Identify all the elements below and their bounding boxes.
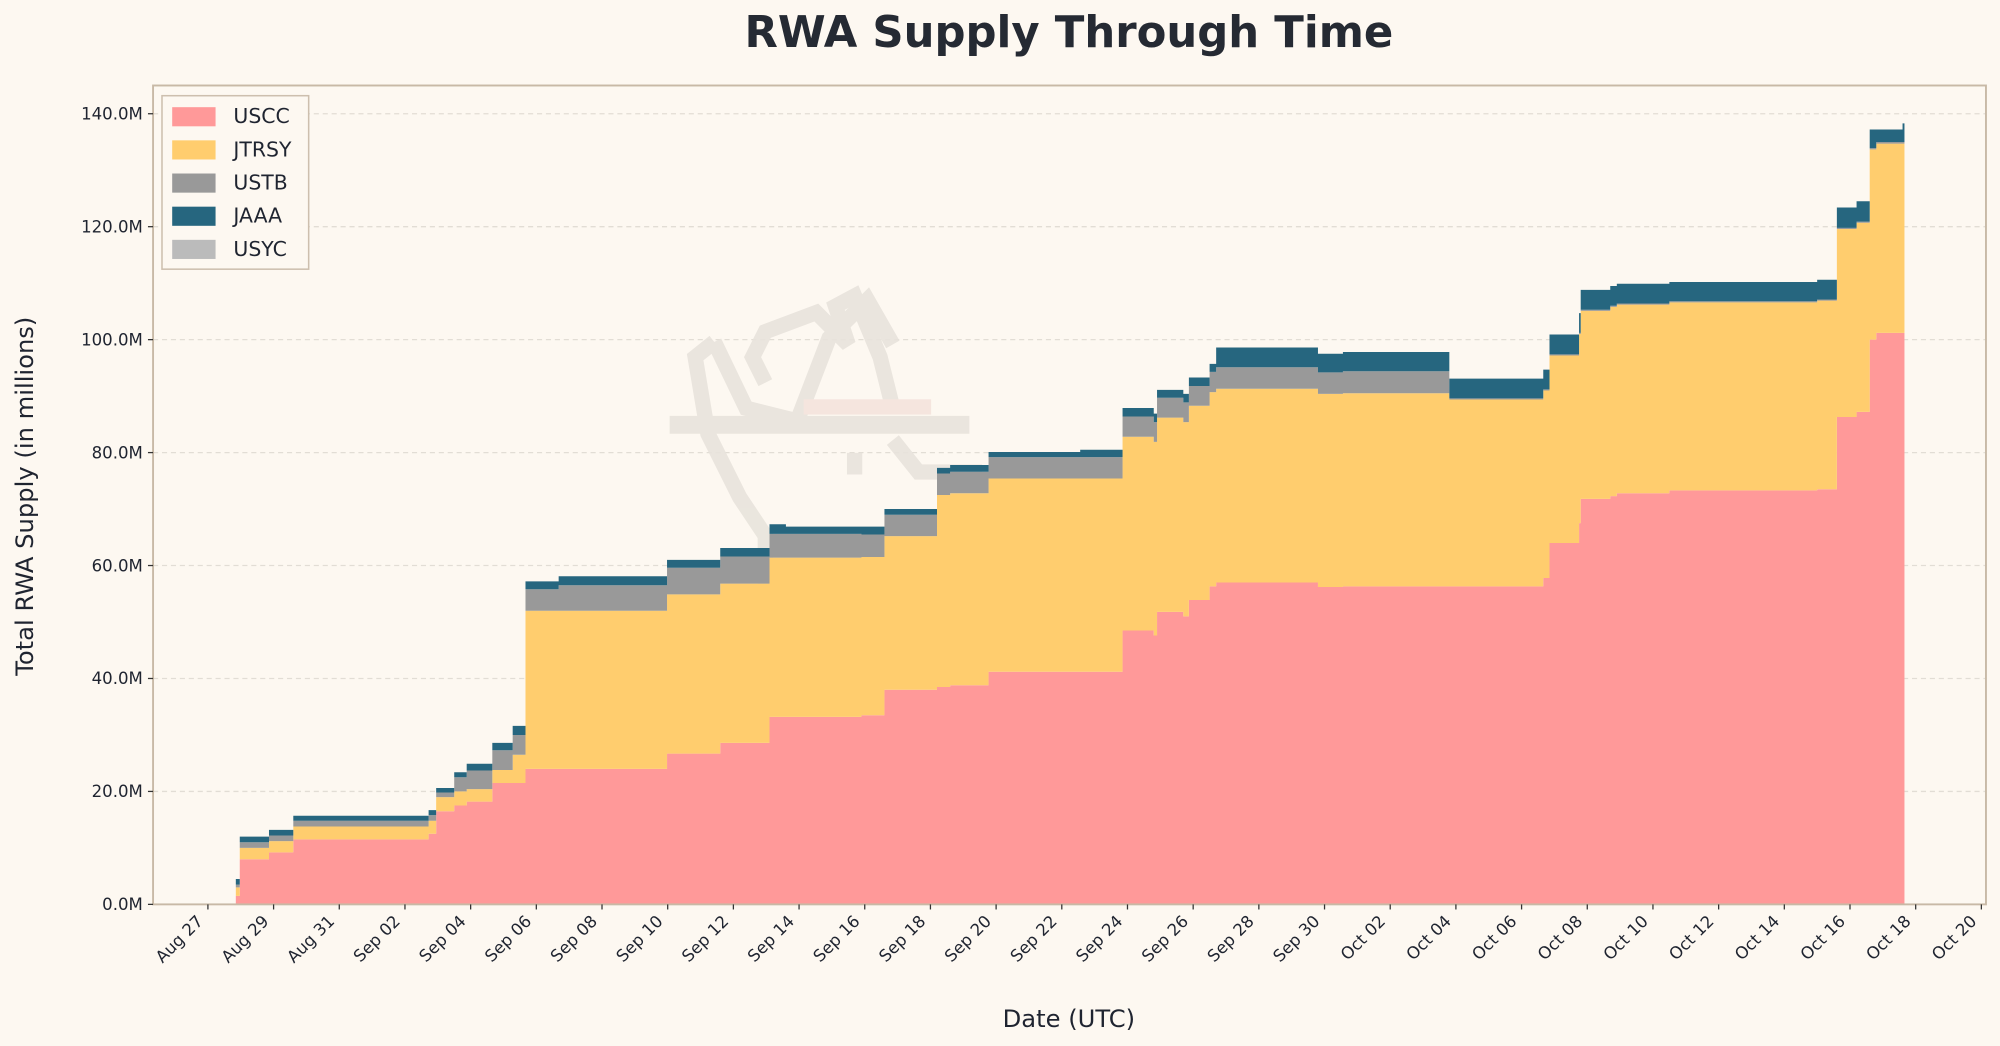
y-tick-label: 140.0M: [81, 104, 143, 123]
x-axis-label: Date (UTC): [1003, 1005, 1136, 1033]
plot-frame: [152, 84, 1987, 906]
legend-swatch-usyc: [172, 239, 216, 259]
area-jtrsy: [235, 143, 1905, 896]
stacked-areas: [235, 123, 1905, 905]
y-axis: 0.0M 20.0M 40.0M 60.0M 80.0M 100.0M 120.0M 140.…: [81, 104, 154, 914]
legend-label-jaaa: JAAA: [231, 204, 282, 228]
y-tick-label: 20.0M: [92, 782, 143, 801]
legend-label-jtrsy: JTRSY: [231, 137, 292, 161]
y-tick-label: 120.0M: [81, 217, 143, 236]
y-tick-label: 40.0M: [92, 669, 143, 688]
y-axis-label: Total RWA Supply (in millions): [11, 317, 39, 677]
legend-label-ustb: USTB: [233, 170, 287, 194]
y-tick-label: 60.0M: [92, 556, 143, 575]
chart-title: RWA Supply Through Time: [744, 8, 1393, 58]
legend-swatch-jaaa: [172, 206, 216, 226]
y-tick-label: 100.0M: [81, 330, 143, 349]
legend-label-usyc: USYC: [233, 237, 286, 261]
legend-label-uscc: USCC: [233, 104, 289, 128]
legend: USCC JTRSY USTB JAAA USYC: [161, 94, 310, 270]
legend-swatch-uscc: [172, 107, 216, 127]
y-tick-label: 0.0M: [102, 895, 143, 914]
area-uscc: [235, 332, 1905, 905]
y-tick-label: 80.0M: [92, 443, 143, 462]
legend-swatch-ustb: [172, 173, 216, 193]
legend-swatch-jtrsy: [172, 140, 216, 160]
